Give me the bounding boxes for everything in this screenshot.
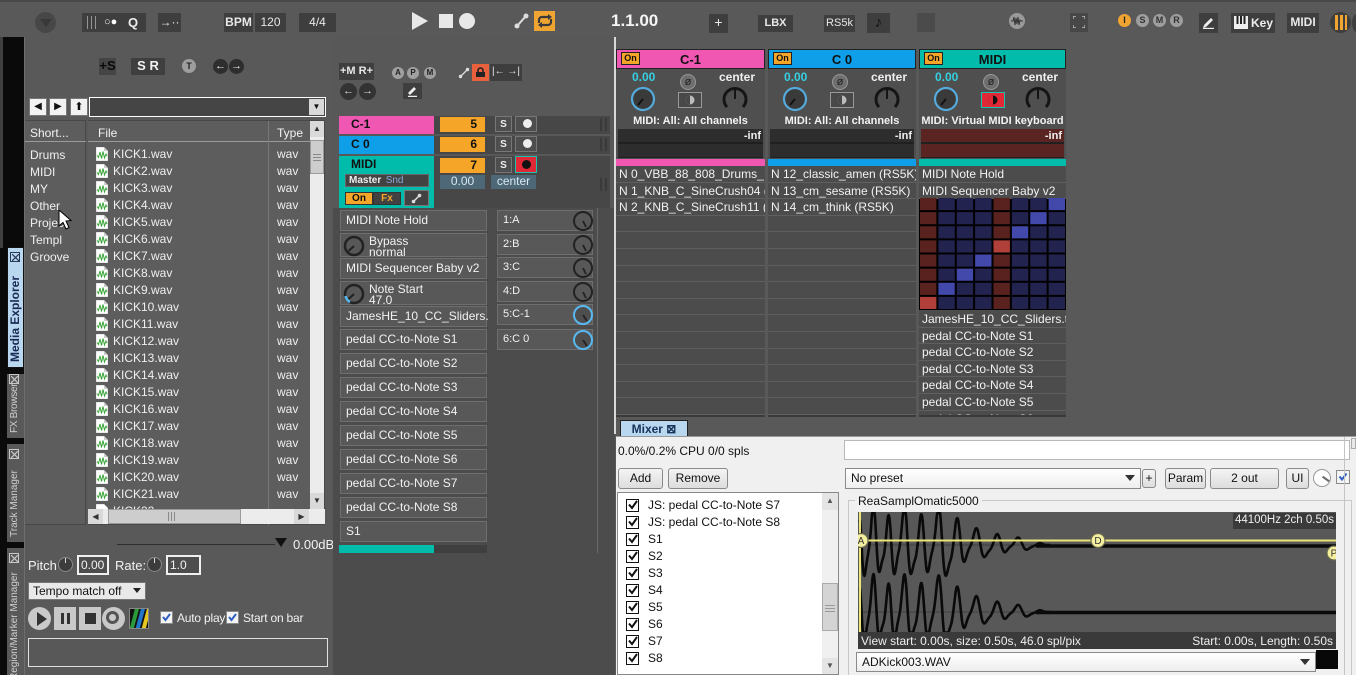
svg-text:P: P [1331, 549, 1336, 560]
svg-text:D: D [1094, 536, 1101, 547]
svg-text:A: A [858, 536, 865, 547]
